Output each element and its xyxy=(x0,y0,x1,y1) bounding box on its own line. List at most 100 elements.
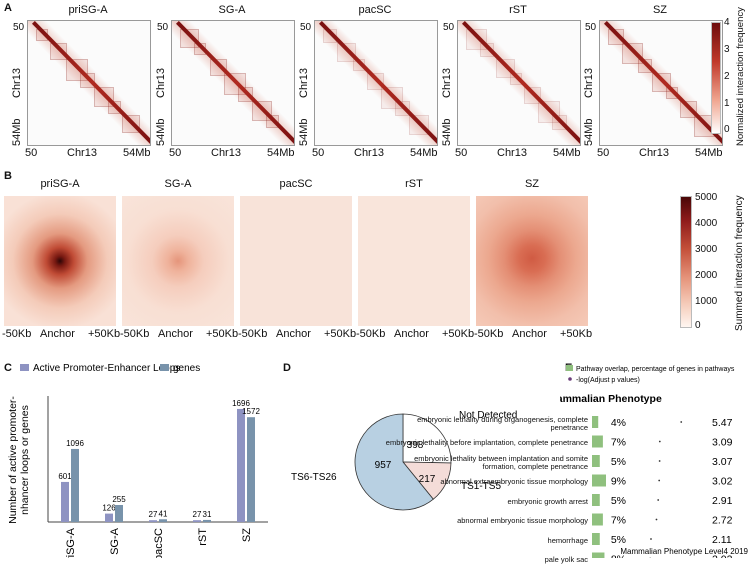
c-bar-label: 255 xyxy=(112,495,126,504)
c-bar-label: 41 xyxy=(159,509,168,518)
panel-a-stage-title: pacSC xyxy=(314,4,436,16)
c-category-label: priSG-A xyxy=(65,527,77,558)
panel-a-y-end: 54Mb xyxy=(441,118,453,146)
panel-a-stage-title: SG-A xyxy=(171,4,293,16)
panel-b-x-left: -50Kb xyxy=(238,328,267,340)
c-legend-label: genes xyxy=(173,363,200,374)
c-bar xyxy=(71,449,79,522)
panel-b-x-mid: Anchor xyxy=(158,328,193,340)
panel-b-x-right: +50Kb xyxy=(324,328,356,340)
c-bar-label: 27 xyxy=(193,510,202,519)
panel-a-y-end: 54Mb xyxy=(155,118,167,146)
hic-diagonal xyxy=(32,21,151,145)
panel-b-x-left: -50Kb xyxy=(356,328,385,340)
hic-diagonal xyxy=(176,21,295,145)
c-category-label: rST xyxy=(197,528,209,546)
panel-a-y-end: 54Mb xyxy=(11,118,23,146)
panel-b-stage-title: rST xyxy=(358,178,470,190)
c-legend-swatch xyxy=(20,364,29,371)
c-bar xyxy=(193,520,201,522)
panel-a-cb-tick: 1 xyxy=(724,98,730,109)
panel-a-cb-tick: 2 xyxy=(724,71,730,82)
panel-b-x-mid: Anchor xyxy=(394,328,429,340)
e-dot xyxy=(656,519,658,521)
e-dot xyxy=(650,538,652,540)
e-category-label: embryonic lethality between implantation… xyxy=(380,453,588,473)
e-pct-label: 4% xyxy=(611,417,626,429)
panel-a-y-start: 50 xyxy=(585,22,596,33)
panel-a-y-start: 50 xyxy=(13,22,24,33)
hic-diagonal xyxy=(462,21,581,145)
e-category-label: embryonic growth arrest xyxy=(380,492,588,512)
panel-a-y-end: 54Mb xyxy=(583,118,595,146)
c-bar xyxy=(115,505,123,522)
panel-a-hic-map xyxy=(27,20,151,146)
e-legend-swatch xyxy=(566,365,573,371)
e-dot xyxy=(659,441,661,443)
panel-a-y-chrom: Chr13 xyxy=(298,68,310,98)
e-pct-label: 5% xyxy=(611,456,626,468)
panel-a-y-start: 50 xyxy=(443,22,454,33)
panel-a-hic-map xyxy=(314,20,438,146)
panel-a-x-chrom: Chr13 xyxy=(67,147,97,159)
c-ylabel: Number of active promoter-nhancer loops … xyxy=(7,396,31,524)
panel-b-x-left: -50Kb xyxy=(474,328,503,340)
panel-b-cb-tick: 1000 xyxy=(695,296,717,307)
e-dot xyxy=(680,421,682,423)
panel-b-stage-title: pacSC xyxy=(240,178,352,190)
e-category-label: pale yolk sac xyxy=(380,551,588,570)
panel-a-x-chrom: Chr13 xyxy=(211,147,241,159)
panel-a-x-end: 54Mb xyxy=(695,147,723,159)
c-legend-label: Active Promoter-Enhancer Loops xyxy=(33,363,180,374)
panel-letter-a: A xyxy=(4,2,12,14)
panel-a-cb-tick: 3 xyxy=(724,44,730,55)
c-bar xyxy=(203,520,211,522)
panel-b-x-left: -50Kb xyxy=(2,328,31,340)
panel-b-apa-plot xyxy=(358,196,470,326)
panel-a-y-chrom: Chr13 xyxy=(583,68,595,98)
panel-b-x-right: +50Kb xyxy=(442,328,474,340)
panel-b-stage-title: priSG-A xyxy=(4,178,116,190)
c-bar-label: 1572 xyxy=(242,407,260,416)
panel-b-stage-title: SZ xyxy=(476,178,588,190)
e-title: Mammalian Phenotype xyxy=(560,393,662,405)
e-bar xyxy=(592,553,604,559)
panel-a-cb-tick: 0 xyxy=(724,124,730,135)
c-bar xyxy=(61,482,69,522)
e-pval-label: 3.07 xyxy=(712,456,733,468)
panel-b-x-right: +50Kb xyxy=(206,328,238,340)
e-dot xyxy=(657,499,659,501)
panel-a-y-chrom: Chr13 xyxy=(11,68,23,98)
panel-e-enrichment-chart: Pathway overlap, percentage of genes in … xyxy=(560,360,748,558)
e-bar xyxy=(592,533,600,545)
panel-a-y-end: 54Mb xyxy=(298,118,310,146)
panel-b-stage-title: SG-A xyxy=(122,178,234,190)
panel-b-apa-plot xyxy=(240,196,352,326)
panel-b-x-mid: Anchor xyxy=(276,328,311,340)
e-legend-dot xyxy=(568,377,572,381)
c-bar xyxy=(159,519,167,522)
panel-a-hic-map xyxy=(599,20,723,146)
panel-b-cb-tick: 2000 xyxy=(695,270,717,281)
panel-b-colorbar-label: Summed interaction frequency xyxy=(734,195,745,331)
e-category-labels: embryonic lethality during organogenesis… xyxy=(380,414,588,570)
e-bar xyxy=(592,455,600,467)
c-category-label: SG-A xyxy=(109,527,121,555)
c-bar-label: 601 xyxy=(58,472,72,481)
panel-b-x-right: +50Kb xyxy=(560,328,592,340)
panel-b-x-mid: Anchor xyxy=(40,328,75,340)
e-pval-label: 2.91 xyxy=(712,495,733,507)
e-dot xyxy=(658,480,660,482)
e-category-label: embryonic lethality during organogenesis… xyxy=(380,414,588,434)
panel-b-apa-plot xyxy=(476,196,588,326)
panel-a-hic-map xyxy=(171,20,295,146)
panel-b-x-right: +50Kb xyxy=(88,328,120,340)
panel-a-x-start: 50 xyxy=(312,147,324,159)
panel-b-cb-tick: 0 xyxy=(695,320,701,331)
d-slice-label: TS6-TS26 xyxy=(291,472,337,483)
c-bar xyxy=(105,514,113,522)
e-legend-label: -log(Adjust p values) xyxy=(576,377,640,384)
panel-a-x-chrom: Chr13 xyxy=(354,147,384,159)
c-ylabel-line: nhancer loops or genes xyxy=(19,405,31,515)
hic-diagonal xyxy=(604,21,723,145)
